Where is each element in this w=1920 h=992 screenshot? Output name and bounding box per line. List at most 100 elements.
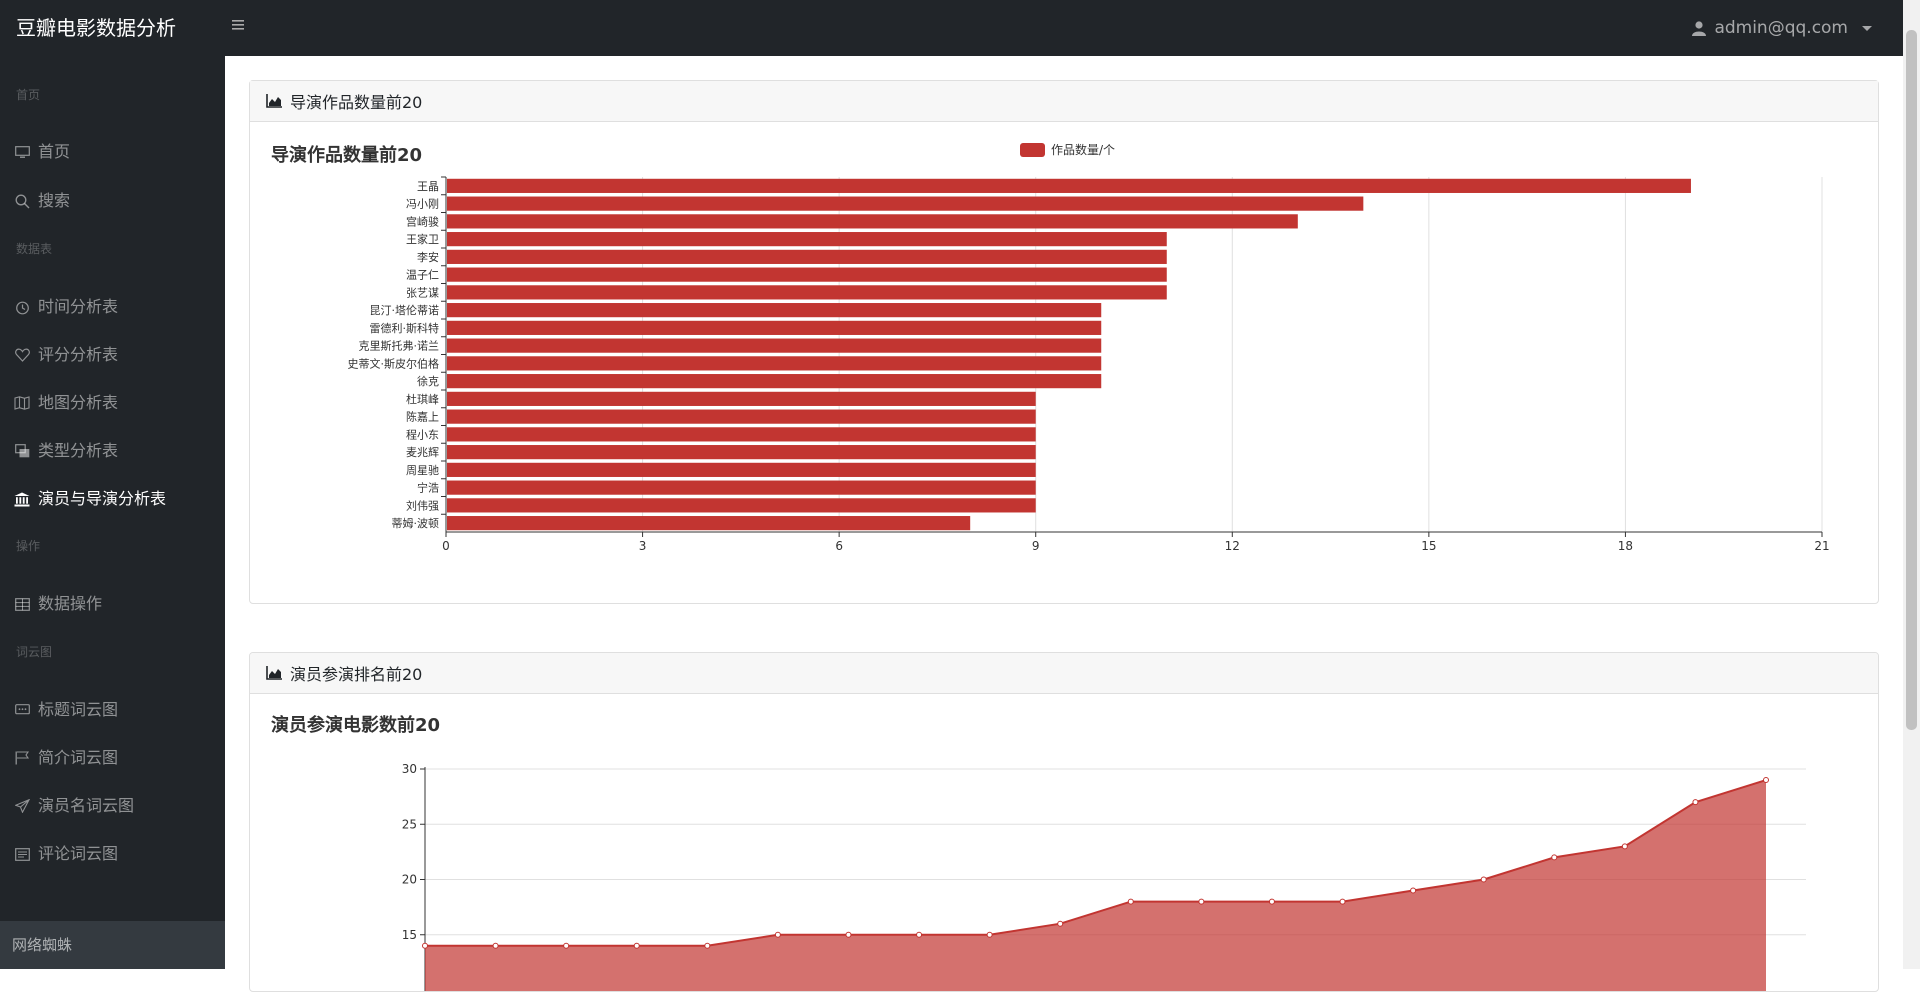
data-point	[1268, 898, 1275, 905]
bar	[447, 178, 1691, 193]
chart-title: 导演作品数量前20	[271, 145, 423, 166]
sidebar-item-actor-wordcloud[interactable]: 演员名词云图	[14, 791, 134, 821]
y-tick-label: 昆汀·塔伦蒂诺	[370, 303, 440, 317]
x-tick-label: 3	[639, 539, 647, 553]
y-tick-label: 15	[402, 928, 417, 942]
table-icon	[14, 596, 30, 612]
bar	[447, 427, 1036, 442]
bar	[447, 338, 1102, 353]
sidebar-item-actor-director-analysis[interactable]: 演员与导演分析表	[14, 484, 166, 514]
legend-label: 作品数量/个	[1051, 142, 1115, 157]
sidebar-heading-wordcloud: 词云图	[16, 645, 53, 659]
y-tick-label: 刘伟强	[406, 499, 439, 512]
y-tick-label: 30	[402, 762, 417, 776]
y-tick-label: 张艺谋	[406, 286, 439, 299]
bar	[447, 320, 1102, 335]
layers-icon	[14, 443, 30, 459]
y-tick-label: 李安	[417, 250, 439, 264]
sidebar-item-label: 简介词云图	[38, 748, 119, 767]
menu-icon	[232, 20, 244, 30]
sidebar-item-rating-analysis[interactable]: 评分分析表	[14, 340, 118, 370]
top-navbar: 豆瓣电影数据分析 admin@qq.com	[0, 0, 1920, 56]
card-header: 演员参演排名前20	[250, 653, 1878, 694]
y-tick-label: 宁浩	[417, 481, 439, 495]
sidebar-footer: 网络蜘蛛	[0, 921, 225, 969]
data-point	[1480, 876, 1487, 883]
sidebar-item-comment-wordcloud[interactable]: 评论词云图	[14, 839, 118, 869]
brand-title[interactable]: 豆瓣电影数据分析	[16, 16, 176, 40]
sidebar-toggle-button[interactable]	[232, 16, 250, 38]
card-director-top20: 导演作品数量前20 导演作品数量前20 作品数量/个 0 3 6 9 12 15 18 21 王晶…	[249, 80, 1879, 604]
x-tick-label: 0	[442, 539, 450, 553]
bar	[447, 462, 1036, 477]
actor-area-chart: 15 20 25 30	[402, 762, 1806, 991]
data-point	[1339, 898, 1346, 905]
y-tick-label: 王家卫	[406, 232, 439, 246]
bar	[447, 498, 1036, 513]
y-tick-label: 徐克	[417, 374, 439, 388]
sidebar-item-label: 首页	[38, 142, 71, 161]
bar	[447, 214, 1298, 229]
sidebar-item-genre-analysis[interactable]: 类型分析表	[14, 436, 118, 466]
clock-icon	[14, 299, 30, 315]
data-point	[492, 942, 499, 949]
y-tick-label: 冯小刚	[406, 198, 439, 211]
search-icon	[14, 193, 30, 209]
scrollbar-thumb[interactable]	[1906, 30, 1917, 730]
data-point	[633, 942, 640, 949]
x-tick-label: 12	[1225, 539, 1240, 553]
user-email: admin@qq.com	[1714, 18, 1848, 38]
bar	[447, 249, 1167, 264]
page-scrollbar[interactable]	[1903, 0, 1920, 969]
flag-icon	[14, 750, 30, 766]
area-chart-icon	[266, 666, 282, 680]
data-point	[563, 942, 570, 949]
monitor-icon	[14, 144, 30, 160]
data-point	[1057, 920, 1064, 927]
data-point	[774, 931, 781, 938]
sidebar-item-label: 评分分析表	[38, 345, 119, 364]
data-point	[1127, 898, 1134, 905]
map-icon	[14, 395, 30, 411]
y-tick-label: 温子仁	[406, 269, 439, 282]
x-tick-label: 18	[1618, 539, 1633, 553]
bar	[447, 480, 1036, 495]
y-tick-label: 史蒂文·斯皮尔伯格	[348, 356, 440, 370]
sidebar-item-search[interactable]: 搜索	[14, 186, 70, 216]
y-tick-label: 宫崎骏	[406, 214, 439, 228]
sidebar-item-label: 演员与导演分析表	[38, 489, 167, 508]
bar	[447, 267, 1167, 282]
bar	[447, 409, 1036, 424]
sidebar-item-title-wordcloud[interactable]: 标题词云图	[14, 695, 118, 725]
data-point	[1621, 843, 1628, 850]
heart-icon	[14, 347, 30, 363]
user-menu[interactable]: admin@qq.com	[1692, 0, 1872, 56]
sidebar-item-data-operation[interactable]: 数据操作	[14, 589, 102, 619]
y-tick-label: 麦兆辉	[406, 446, 439, 459]
y-tick-label: 克里斯托弗·诺兰	[359, 339, 440, 353]
sidebar-item-label: 标题词云图	[38, 700, 119, 719]
sidebar-item-label: 地图分析表	[38, 393, 119, 412]
sidebar-item-label: 数据操作	[38, 594, 103, 613]
data-point	[1763, 777, 1769, 784]
y-tick-label: 雷德利·斯科特	[370, 321, 440, 335]
y-tick-label: 20	[402, 873, 417, 887]
sidebar-item-time-analysis[interactable]: 时间分析表	[14, 292, 118, 322]
sidebar-heading-tables: 数据表	[16, 242, 53, 256]
data-point	[1551, 854, 1558, 861]
data-point	[422, 942, 428, 949]
sidebar: 首页 首页 搜索 数据表 时间分析表 评分分析表 地图分析表 类型分析表 演员与…	[0, 56, 225, 969]
data-point	[1198, 898, 1205, 905]
list-icon	[14, 846, 30, 862]
area-chart-icon	[266, 94, 282, 108]
main-content: 导演作品数量前20 导演作品数量前20 作品数量/个 0 3 6 9 12 15 18 21 王晶…	[225, 56, 1900, 992]
sidebar-item-home[interactable]: 首页	[14, 137, 70, 167]
sidebar-item-summary-wordcloud[interactable]: 简介词云图	[14, 743, 118, 773]
y-tick-label: 王晶	[417, 180, 439, 193]
card-actor-top20: 演员参演排名前20 演员参演电影数前20 15 20 25 30	[249, 652, 1879, 992]
card-title: 演员参演排名前20	[290, 665, 423, 684]
sidebar-item-map-analysis[interactable]: 地图分析表	[14, 388, 118, 418]
series-area	[425, 780, 1766, 991]
x-tick-label: 6	[835, 539, 843, 553]
card-header: 导演作品数量前20	[250, 81, 1878, 122]
